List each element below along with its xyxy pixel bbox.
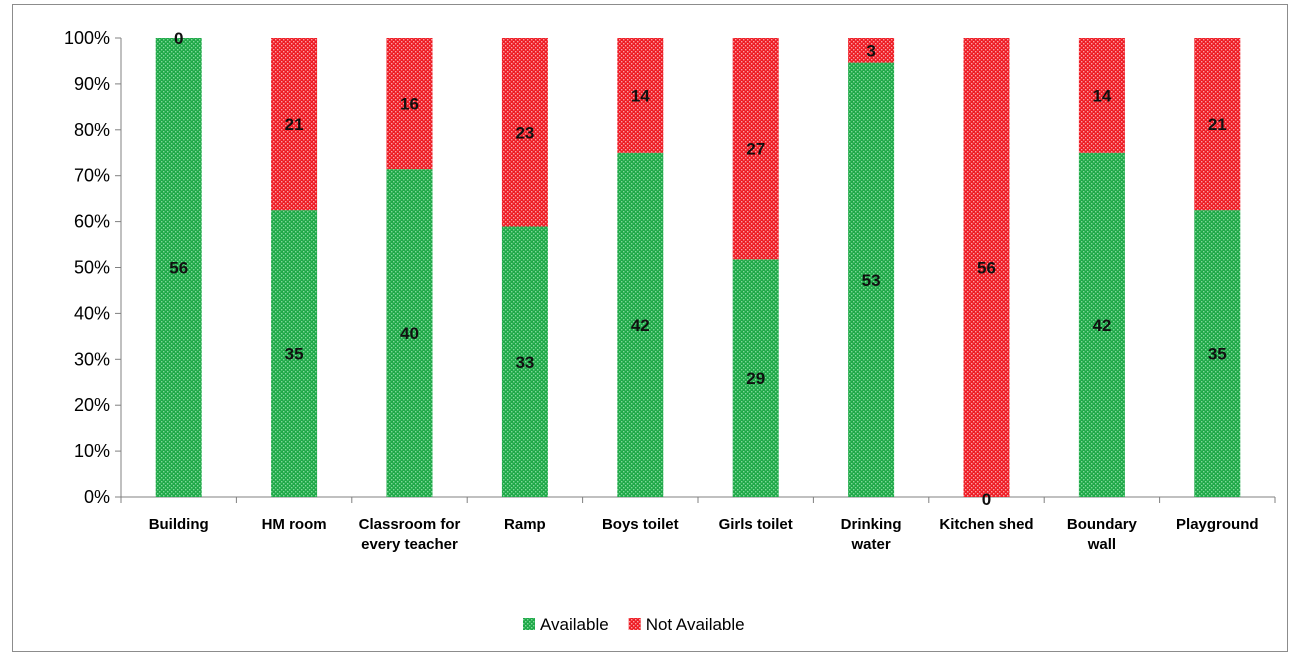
y-tick-label: 60%	[74, 212, 110, 232]
data-label: 35	[285, 345, 304, 364]
data-label: 27	[746, 140, 765, 159]
legend-label: Available	[540, 615, 609, 634]
bar-segment-available	[1078, 152, 1125, 497]
x-tick-label: HM room	[262, 516, 327, 533]
bar-segment-available	[732, 259, 779, 497]
y-tick-label: 40%	[74, 303, 110, 323]
data-label: 14	[1092, 86, 1111, 105]
data-label: 29	[746, 369, 765, 388]
bar-segment-available	[271, 210, 318, 497]
bar-segment-not-available	[617, 38, 664, 153]
chart-frame: 0% 10% 20% 30% 40% 50% 60% 70% 80% 90% 100% Buildin…	[12, 4, 1288, 652]
y-tick-label: 30%	[74, 349, 110, 369]
legend-swatch-available	[523, 618, 535, 630]
bar-segment-available	[848, 62, 895, 497]
bar-segment-not-available	[501, 38, 548, 227]
data-label: 56	[169, 259, 188, 278]
x-tick-label: Classroom for	[359, 516, 461, 533]
data-label: 40	[400, 324, 419, 343]
x-tick-label: Ramp	[504, 516, 546, 533]
legend-label: Not Available	[646, 615, 745, 634]
x-tick-label: water	[851, 536, 891, 553]
y-tick-label: 90%	[74, 74, 110, 94]
data-label: 56	[977, 259, 996, 278]
data-label: 0	[982, 490, 991, 509]
bar-segment-not-available	[1078, 38, 1125, 153]
data-label: 0	[174, 29, 183, 48]
legend-swatch-not-available	[628, 618, 641, 630]
bar-segment-not-available	[848, 38, 895, 63]
bars	[155, 38, 1241, 497]
data-label: 14	[631, 86, 650, 105]
bar-segment-not-available	[1194, 38, 1241, 211]
data-label: 42	[1092, 316, 1111, 335]
data-label: 21	[285, 115, 304, 134]
data-label: 23	[515, 123, 534, 142]
x-tick-label: Boundary	[1067, 516, 1138, 533]
x-tick-label: Boys toilet	[602, 516, 679, 533]
bar-segment-not-available	[271, 38, 318, 211]
bar-segment-not-available	[963, 38, 1010, 497]
y-tick-label: 50%	[74, 258, 110, 278]
data-labels: 56 0 35 21 40 16 33 23 42 14 29 27 53 3 0 56 42 14 35 21	[169, 29, 1227, 509]
y-tick-label: 20%	[74, 395, 110, 415]
data-label: 16	[400, 95, 419, 114]
data-label: 3	[866, 41, 875, 60]
data-label: 53	[862, 271, 881, 290]
y-tick-label: 10%	[74, 441, 110, 461]
bar-segment-available	[501, 226, 548, 497]
data-label: 35	[1208, 345, 1227, 364]
x-tick-label: Girls toilet	[719, 516, 793, 533]
x-tick-label: every teacher	[361, 536, 458, 553]
bar-segment-not-available	[386, 38, 433, 170]
data-label: 42	[631, 316, 650, 335]
x-tick-label: wall	[1087, 536, 1116, 553]
y-tick-label: 100%	[64, 28, 110, 48]
bar-segment-available	[155, 38, 202, 497]
axes: 0% 10% 20% 30% 40% 50% 60% 70% 80% 90% 100% Buildin…	[64, 28, 1276, 553]
x-tick-label: Playground	[1176, 516, 1259, 533]
x-tick-label: Drinking	[841, 516, 902, 533]
bar-segment-available	[617, 152, 664, 497]
bar-segment-available	[1194, 210, 1241, 497]
y-tick-label: 0%	[84, 487, 110, 507]
y-tick-label: 80%	[74, 120, 110, 140]
stacked-bar-chart: 0% 10% 20% 30% 40% 50% 60% 70% 80% 90% 100% Buildin…	[64, 28, 1276, 634]
y-tick-label: 70%	[74, 166, 110, 186]
bar-segment-available	[386, 169, 433, 497]
x-tick-label: Building	[149, 516, 209, 533]
bar-segment-not-available	[732, 38, 779, 260]
data-label: 33	[515, 353, 534, 372]
data-label: 21	[1208, 115, 1227, 134]
x-tick-label: Kitchen shed	[939, 516, 1033, 533]
legend: Available Not Available	[523, 615, 745, 634]
